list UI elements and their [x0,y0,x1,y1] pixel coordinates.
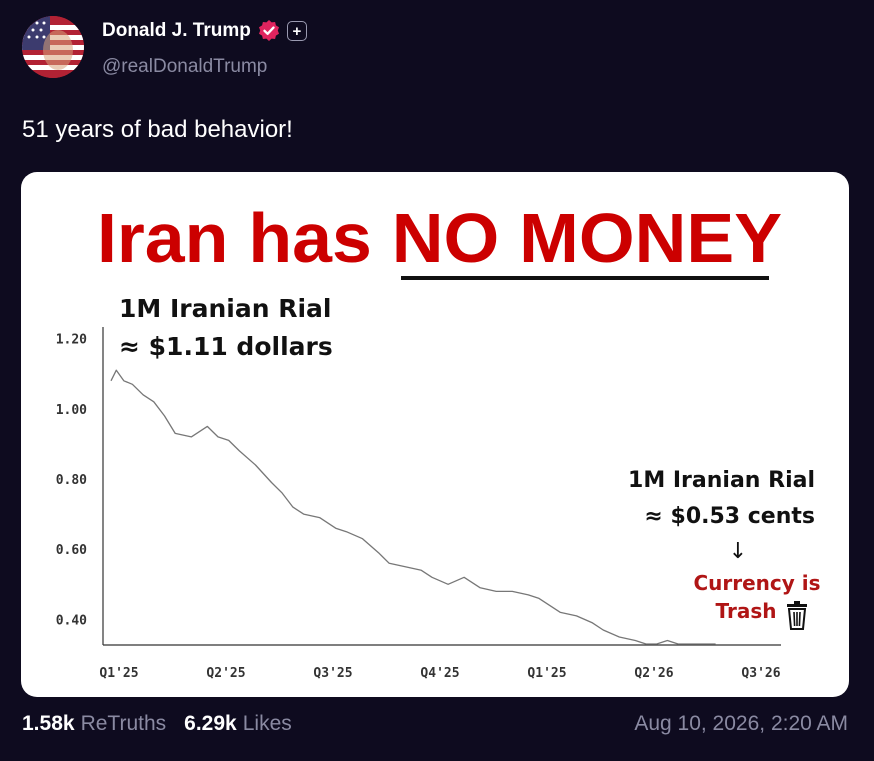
trash-label-line1: Currency is [693,571,820,595]
likes-stat[interactable]: 6.29k Likes [184,712,292,736]
avatar[interactable] [22,16,84,78]
author-handle[interactable]: @realDonaldTrump [102,56,268,77]
post-text: 51 years of bad behavior! [22,116,293,143]
y-axis-ticks: 1.20 1.00 0.80 0.60 0.40 [56,333,87,629]
series-line [110,369,716,645]
x-tick-label: Q4'25 [420,666,459,681]
x-axis-ticks: Q1'25 Q2'25 Q3'25 Q4'25 Q1'25 Q2'26 Q3'26 [99,666,780,681]
trash-can-icon [787,601,807,630]
likes-label: Likes [242,712,292,735]
end-label-line2: ≈ $0.53 cents [644,504,815,529]
x-tick-label: Q1'25 [99,666,138,681]
headline-part1: Iran has [97,199,392,277]
start-label-line2: ≈ $1.11 dollars [119,332,333,361]
retruths-count: 1.58k [22,712,75,735]
post-stats: 1.58k ReTruths 6.29k Likes [22,712,292,736]
plus-badge-icon: + [286,21,307,41]
chart-graphic: Iran has NO MONEY 1.20 1.00 0.80 0.60 0.40 Q… [56,199,821,681]
likes-count: 6.29k [184,712,237,735]
end-label-line1: 1M Iranian Rial [628,468,815,493]
start-label-line1: 1M Iranian Rial [119,294,331,323]
x-tick-label: Q2'25 [206,666,245,681]
author-display-name[interactable]: Donald J. Trump [102,20,251,41]
headline: Iran has NO MONEY [97,199,782,277]
y-tick-label: 1.00 [56,403,87,418]
y-tick-label: 0.80 [56,473,87,488]
headline-part2: NO MONEY [392,199,782,277]
x-tick-label: Q2'26 [634,666,673,681]
retruths-label: ReTruths [80,712,167,735]
y-tick-label: 0.40 [56,613,87,628]
x-tick-label: Q3'25 [313,666,352,681]
trash-label-line2: Trash [716,599,777,623]
post-image[interactable]: Iran has NO MONEY 1.20 1.00 0.80 0.60 0.40 Q… [21,172,849,697]
x-tick-label: Q3'26 [741,666,780,681]
retruths-stat[interactable]: 1.58k ReTruths [22,712,166,736]
author-name-row: Donald J. Trump + [102,19,307,43]
series-layer [110,369,716,645]
y-tick-label: 0.60 [56,543,87,558]
x-tick-label: Q1'25 [527,666,566,681]
verified-badge-icon [257,19,281,43]
y-tick-label: 1.20 [56,333,87,348]
down-arrow-icon: ↓ [729,539,747,564]
post-timestamp[interactable]: Aug 10, 2026, 2:20 AM [634,712,848,735]
